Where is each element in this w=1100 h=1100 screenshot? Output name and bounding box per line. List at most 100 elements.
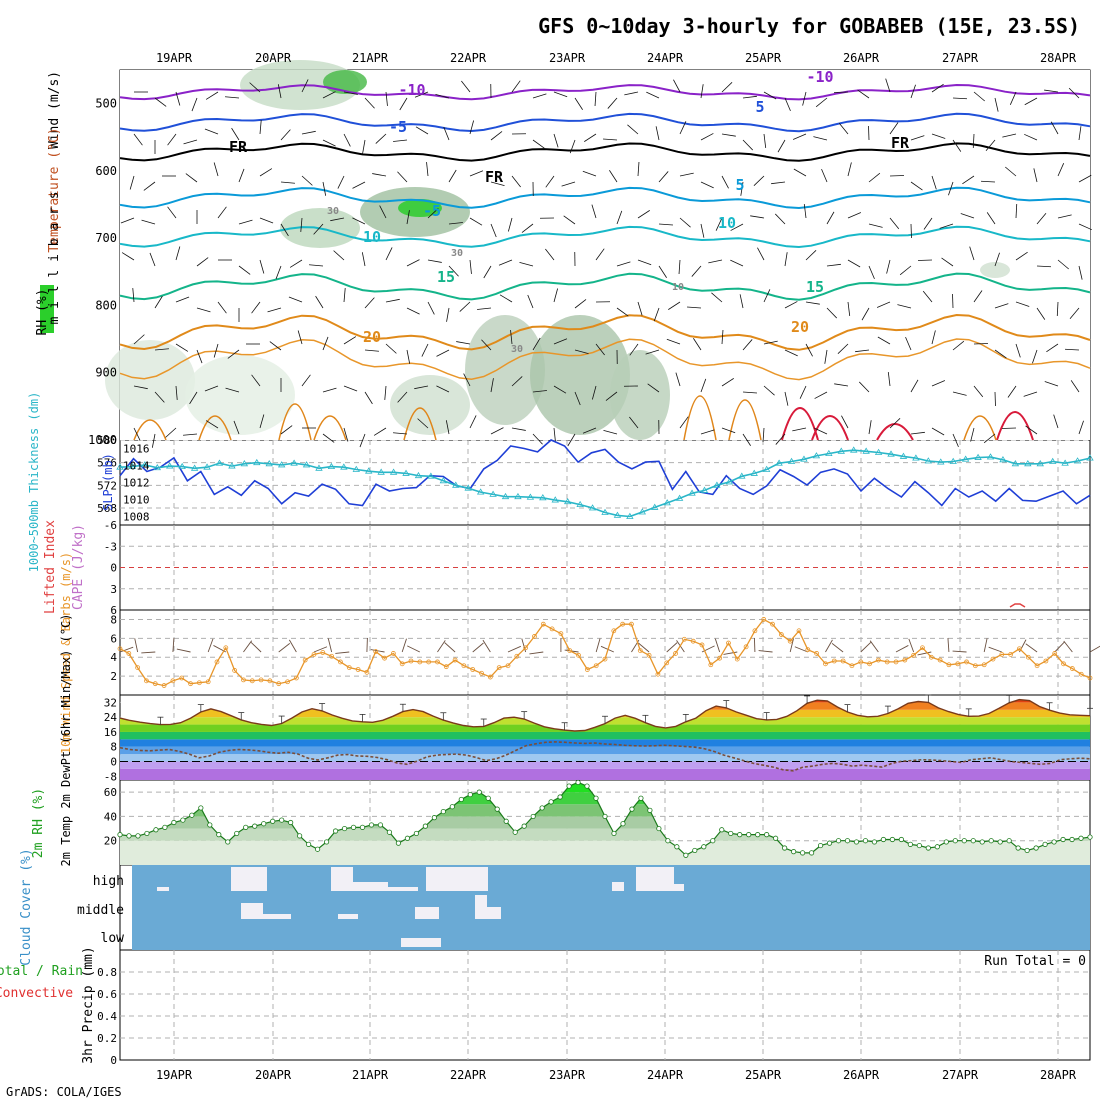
day-tick-label-bottom: 22APR (450, 1068, 487, 1082)
profile-axis-title: Temperature (°C) (47, 127, 62, 252)
wind-barb (595, 343, 605, 356)
wind-barb (1068, 87, 1080, 99)
wind-barb (994, 252, 1000, 267)
rh-point (1078, 835, 1084, 841)
wind-barb (154, 97, 167, 107)
wind-barb (322, 433, 335, 443)
rh-point (395, 840, 402, 846)
surface-wind-barb (794, 646, 808, 653)
surface-wind-barb (666, 642, 678, 653)
wind-barb (750, 215, 765, 219)
wind-speed-point (1034, 663, 1040, 669)
wind-barb (931, 175, 937, 190)
contour-label: 15 (437, 268, 455, 286)
thickness-point (576, 500, 584, 507)
thickness-point (141, 461, 149, 468)
wind-barb (1069, 307, 1080, 319)
wind-barb (847, 259, 861, 268)
wind-barb (793, 168, 807, 177)
wind-speed-point (232, 668, 238, 673)
rh-point (306, 841, 312, 847)
rh-point (755, 832, 761, 838)
rh-shading (530, 315, 630, 435)
wind-barb (399, 97, 408, 111)
surface-wind-barb (134, 638, 139, 653)
thickness-point (899, 452, 908, 459)
wind-barb (868, 223, 883, 228)
rh-point (880, 836, 887, 843)
thickness-point (663, 499, 671, 506)
temperature-contour-low (278, 403, 312, 441)
surface-wind-barb (860, 641, 872, 653)
wind-barb (238, 265, 251, 275)
thickness-point (725, 478, 734, 485)
wind-speed-point (285, 679, 290, 685)
wind-barb (730, 259, 744, 267)
wind-barb (397, 171, 408, 183)
pressure-tick-label: 1000 (88, 433, 117, 447)
wind-barb (1070, 380, 1080, 393)
wind-barb (196, 307, 211, 313)
precip-tick-label: 0 (110, 1054, 117, 1067)
wind-barb (721, 330, 724, 345)
surface-wind-barb (444, 642, 456, 653)
wind-barb (805, 343, 813, 357)
wind-barb (456, 341, 471, 345)
rh-point (773, 835, 779, 841)
wind-barb (986, 212, 996, 225)
wind-speed-point (717, 655, 723, 661)
thickness-point (1073, 457, 1082, 464)
wind-barb (330, 217, 345, 222)
wind-barb (196, 257, 209, 267)
wind-barb (385, 298, 400, 303)
wind-barb (421, 343, 429, 357)
rh-point (593, 795, 599, 801)
contour-label: 5 (735, 176, 744, 194)
rh-point (979, 839, 985, 845)
wind-speed-point (435, 659, 440, 665)
surface-wind-barb (758, 650, 773, 653)
wind-barb (1078, 420, 1084, 435)
wind-barb (445, 420, 450, 435)
wind-barb (574, 391, 581, 406)
wind-barb (406, 210, 410, 225)
wind-barb (448, 265, 459, 277)
wind-barb (490, 223, 497, 238)
wind-barb (792, 133, 807, 140)
wind-speed-point (161, 683, 167, 688)
rh-point (683, 852, 689, 858)
rh-point (817, 842, 824, 849)
wind-barb (616, 210, 623, 225)
thickness-point (414, 471, 423, 479)
wind-speed-point (831, 658, 837, 664)
wind-speed-point (673, 651, 678, 656)
slp-tick-label: 1012 (123, 477, 150, 490)
rh-point (449, 804, 455, 810)
wind-barb (343, 385, 358, 392)
wind-speed-point (311, 651, 317, 657)
wind-speed-point (920, 645, 925, 651)
wind-barb (658, 265, 667, 278)
day-tick-label-top: 20APR (255, 51, 292, 65)
wind-barb (414, 91, 429, 98)
wind-barb (784, 301, 798, 309)
surface-wind-barb (1089, 645, 1100, 653)
wind-barb (973, 290, 983, 303)
rh-point (826, 840, 833, 846)
wind-speed-point (549, 626, 555, 632)
wind-barb (700, 181, 714, 189)
wind-barb (1057, 259, 1069, 270)
wind-barb (742, 139, 754, 151)
wind-speed-point (743, 644, 749, 650)
wind-barb (637, 210, 650, 219)
wind-barb (364, 297, 375, 309)
surface-wind-barb (595, 638, 601, 653)
wind-speed-point (637, 648, 643, 654)
wind-barb (233, 420, 240, 435)
wind-barb (774, 213, 786, 225)
rh-point (943, 839, 949, 845)
rh-point (584, 783, 590, 789)
thickness-point (166, 462, 174, 469)
wind-barb (133, 334, 145, 345)
surface-wind-barb (176, 648, 191, 653)
